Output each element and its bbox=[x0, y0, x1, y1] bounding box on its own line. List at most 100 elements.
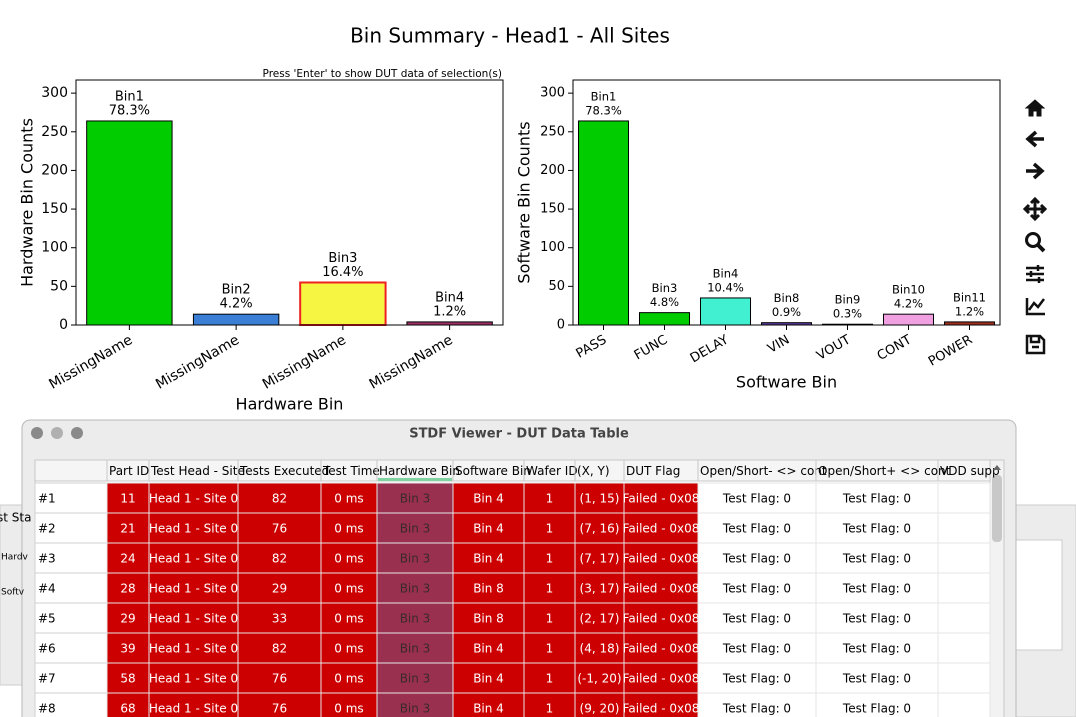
close-button[interactable] bbox=[31, 427, 43, 439]
column-header[interactable]: Open/Short- <> cont bbox=[700, 464, 827, 478]
table-cell[interactable] bbox=[376, 542, 454, 574]
pan-button[interactable] bbox=[1022, 196, 1048, 222]
table-cell[interactable] bbox=[523, 632, 576, 664]
save-button[interactable] bbox=[1025, 334, 1046, 355]
table-cell[interactable] bbox=[148, 692, 239, 717]
table-cell[interactable] bbox=[697, 572, 817, 604]
table-cell[interactable] bbox=[148, 662, 239, 694]
row-header: #2 bbox=[38, 522, 56, 536]
table-cell-empty bbox=[937, 632, 991, 664]
cell-text: Failed - 0x08 bbox=[623, 612, 700, 626]
cell-text: Head 1 - Site 0 bbox=[149, 582, 238, 596]
column-header[interactable]: Test Head - Site bbox=[150, 464, 245, 478]
back-button[interactable] bbox=[1025, 130, 1044, 148]
table-cell-empty bbox=[937, 482, 991, 514]
cell-text: (7, 17) bbox=[580, 552, 620, 566]
column-header[interactable]: VDD supp bbox=[940, 464, 1000, 478]
table-cell[interactable] bbox=[376, 512, 454, 544]
cell-text: (9, 20) bbox=[580, 702, 620, 716]
table-cell[interactable] bbox=[623, 692, 699, 717]
configure-button[interactable] bbox=[1026, 265, 1044, 283]
cell-text: (7, 16) bbox=[580, 522, 620, 536]
table-cell[interactable] bbox=[523, 542, 576, 574]
table-cell[interactable] bbox=[697, 602, 817, 634]
column-header[interactable]: Software Bin bbox=[455, 464, 531, 478]
table-cell[interactable] bbox=[523, 602, 576, 634]
cell-text: 33 bbox=[272, 612, 287, 626]
table-cell[interactable] bbox=[574, 572, 625, 604]
table-cell[interactable] bbox=[237, 632, 322, 664]
cell-text: 0 ms bbox=[334, 612, 363, 626]
column-header[interactable]: Tests Executed bbox=[239, 464, 329, 478]
table-cell[interactable] bbox=[623, 542, 699, 574]
table-cell[interactable] bbox=[815, 512, 939, 544]
table-cell[interactable] bbox=[452, 602, 525, 634]
bar bbox=[299, 281, 387, 327]
table-cell[interactable] bbox=[376, 632, 454, 664]
table-cell[interactable] bbox=[106, 692, 150, 717]
zoom-button[interactable] bbox=[1025, 232, 1046, 253]
table-cell[interactable] bbox=[623, 572, 699, 604]
table-cell[interactable] bbox=[376, 662, 454, 694]
table-cell[interactable] bbox=[376, 482, 454, 514]
table-cell[interactable] bbox=[574, 662, 625, 694]
table-cell[interactable] bbox=[574, 692, 625, 717]
bar bbox=[577, 120, 630, 326]
bar-percent-label: 4.2% bbox=[894, 297, 923, 311]
table-cell[interactable] bbox=[148, 602, 239, 634]
table-cell[interactable] bbox=[574, 632, 625, 664]
table-cell[interactable] bbox=[523, 692, 576, 717]
cell-text: Head 1 - Site 0 bbox=[149, 612, 238, 626]
table-cell[interactable] bbox=[320, 512, 378, 544]
minimize-button[interactable] bbox=[51, 427, 63, 439]
table-cell[interactable] bbox=[320, 572, 378, 604]
table-cell[interactable] bbox=[237, 602, 322, 634]
forward-button[interactable] bbox=[1026, 162, 1045, 180]
cell-text: 1 bbox=[546, 552, 554, 566]
table-cell[interactable] bbox=[623, 512, 699, 544]
table-cell[interactable] bbox=[815, 692, 939, 717]
column-header[interactable]: Open/Short+ <> cont bbox=[818, 464, 951, 478]
table-cell[interactable] bbox=[320, 602, 378, 634]
column-header[interactable]: Part ID bbox=[109, 464, 149, 478]
table-cell[interactable] bbox=[237, 572, 322, 604]
table-cell[interactable] bbox=[148, 512, 239, 544]
edit-axis-button[interactable] bbox=[1025, 298, 1045, 316]
zoom-window-button[interactable] bbox=[71, 427, 83, 439]
cell-text: 1 bbox=[546, 642, 554, 656]
table-cell[interactable] bbox=[452, 632, 525, 664]
cell-text: Head 1 - Site 0 bbox=[149, 702, 238, 716]
table-cell[interactable] bbox=[452, 512, 525, 544]
y-tick-label: 250 bbox=[41, 124, 68, 140]
cell-text: Head 1 - Site 0 bbox=[149, 672, 238, 686]
column-header[interactable]: Hardware Bin bbox=[379, 464, 460, 478]
cell-text: 0 ms bbox=[334, 642, 363, 656]
bar bbox=[638, 312, 691, 326]
table-cell[interactable] bbox=[148, 542, 239, 574]
cell-text: 1 bbox=[546, 702, 554, 716]
column-header[interactable]: (X, Y) bbox=[577, 464, 610, 478]
bar bbox=[699, 297, 752, 326]
home-button[interactable] bbox=[1024, 99, 1046, 117]
column-header[interactable]: Wafer ID bbox=[526, 464, 578, 478]
table-cell[interactable] bbox=[523, 482, 576, 514]
table-cell[interactable] bbox=[237, 542, 322, 574]
table-cell[interactable] bbox=[815, 662, 939, 694]
scroll-thumb[interactable] bbox=[992, 475, 1002, 542]
cell-text: Failed - 0x08 bbox=[623, 702, 700, 716]
table-cell[interactable] bbox=[523, 572, 576, 604]
table-cell[interactable] bbox=[452, 572, 525, 604]
column-header[interactable]: Test Time bbox=[322, 464, 380, 478]
table-cell[interactable] bbox=[237, 482, 322, 514]
table-cell[interactable] bbox=[452, 662, 525, 694]
table-cell[interactable] bbox=[623, 632, 699, 664]
x-tick-label: MissingName bbox=[153, 332, 242, 393]
column-header[interactable]: DUT Flag bbox=[626, 464, 680, 478]
table-cell[interactable] bbox=[376, 602, 454, 634]
table-cell[interactable] bbox=[148, 632, 239, 664]
table-cell[interactable] bbox=[106, 482, 150, 514]
table-cell[interactable] bbox=[106, 632, 150, 664]
table-cell[interactable] bbox=[574, 512, 625, 544]
table-cell[interactable] bbox=[376, 692, 454, 717]
cell-text: 24 bbox=[120, 552, 135, 566]
